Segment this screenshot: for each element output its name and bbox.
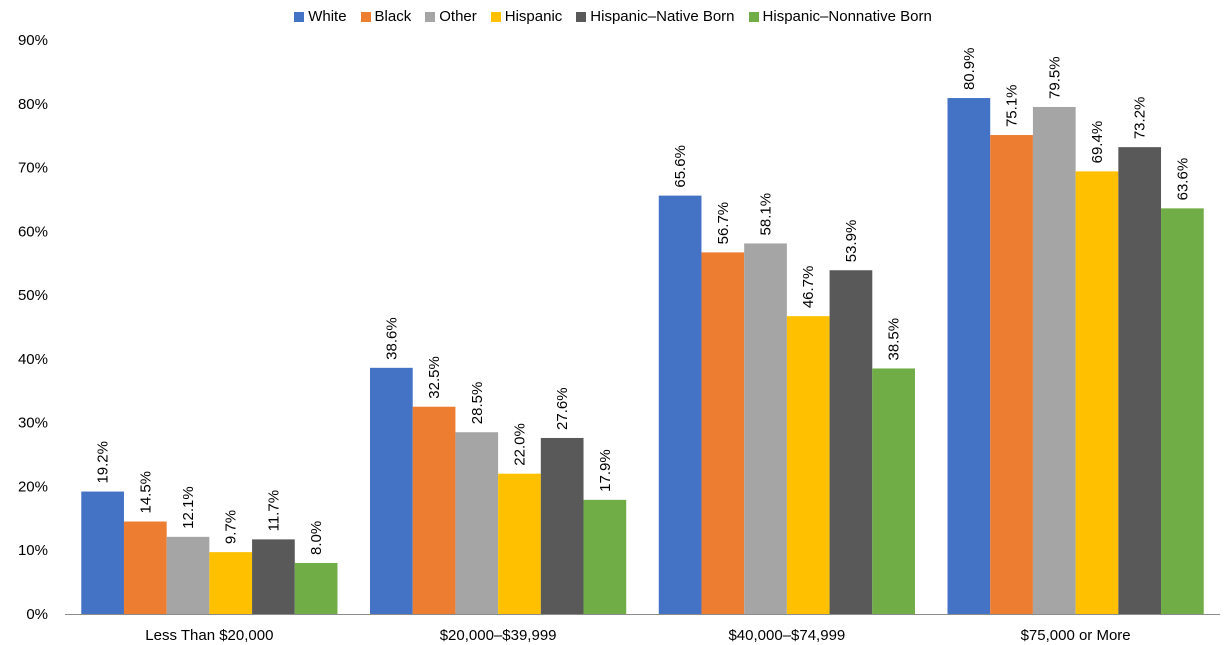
legend-item: Hispanic <box>490 8 563 25</box>
bar <box>744 243 787 614</box>
bar <box>947 98 991 615</box>
y-tick-label: 20% <box>18 478 48 495</box>
bar <box>1075 171 1119 614</box>
data-label: 27.6% <box>554 387 571 430</box>
data-label: 9.7% <box>223 510 240 544</box>
legend-label: Hispanic–Native Born <box>590 8 735 25</box>
bar <box>455 432 499 614</box>
data-label: 38.5% <box>886 318 903 361</box>
bar <box>498 473 541 614</box>
legend-swatch <box>294 11 305 22</box>
legend-swatch <box>748 11 759 22</box>
y-tick-label: 90% <box>18 32 48 49</box>
bar <box>829 270 873 614</box>
y-tick-label: 40% <box>18 351 48 368</box>
y-tick-label: 10% <box>18 542 48 559</box>
legend-label: Black <box>374 8 412 25</box>
y-tick-label: 70% <box>18 160 48 177</box>
legend: White Black Other Hispanic Hispanic–Native B… <box>0 8 1226 25</box>
legend-swatch <box>425 11 436 22</box>
legend-swatch <box>490 11 501 22</box>
y-tick-label: 30% <box>18 415 48 432</box>
data-label: 14.5% <box>137 471 154 514</box>
legend-label: Hispanic–Nonnative Born <box>762 8 932 25</box>
data-label: 79.5% <box>1046 56 1063 99</box>
bar <box>209 552 253 614</box>
data-label: 22.0% <box>511 423 528 466</box>
y-tick-label: 80% <box>18 96 48 113</box>
data-label: 58.1% <box>758 193 775 236</box>
legend-swatch <box>360 11 371 22</box>
legend-label: Hispanic <box>504 8 563 25</box>
bar <box>990 135 1033 614</box>
legend-item: White <box>294 8 347 25</box>
bar <box>123 521 167 614</box>
data-label: 53.9% <box>843 220 860 263</box>
data-label: 12.1% <box>180 486 197 529</box>
legend-item: Hispanic–Native Born <box>576 8 735 25</box>
legend-item: Black <box>360 8 412 25</box>
data-label: 46.7% <box>800 266 817 309</box>
data-label: 73.2% <box>1132 97 1149 140</box>
x-tick-label: $40,000–$74,999 <box>728 627 845 644</box>
data-label: 8.0% <box>308 521 325 555</box>
legend-item: Other <box>425 8 477 25</box>
data-label: 38.6% <box>383 317 400 360</box>
legend-swatch <box>576 11 587 22</box>
bar <box>1118 147 1162 614</box>
bar <box>252 539 295 614</box>
data-label: 19.2% <box>95 441 112 484</box>
data-label: 11.7% <box>265 490 282 531</box>
data-label: 63.6% <box>1174 158 1191 201</box>
data-label: 80.9% <box>961 47 978 90</box>
data-label: 65.6% <box>672 145 689 188</box>
x-tick-label: $75,000 or More <box>1021 627 1131 644</box>
data-label: 75.1% <box>1004 84 1021 127</box>
bar <box>370 367 413 614</box>
bar <box>166 536 210 614</box>
bar <box>786 316 830 614</box>
bar <box>583 499 627 614</box>
x-tick-label: Less Than $20,000 <box>145 627 273 644</box>
bar <box>701 252 745 614</box>
bar <box>81 491 124 614</box>
bar <box>872 368 915 614</box>
bar <box>294 562 338 614</box>
bar <box>412 406 456 614</box>
bar <box>658 195 702 614</box>
data-label: 17.9% <box>597 449 614 492</box>
legend-label: Other <box>439 8 477 25</box>
data-label: 56.7% <box>715 202 732 245</box>
data-label: 32.5% <box>426 356 443 399</box>
legend-label: White <box>308 8 347 25</box>
bar <box>1032 106 1076 614</box>
y-tick-label: 60% <box>18 223 48 240</box>
bar <box>1161 208 1204 614</box>
y-tick-label: 0% <box>26 606 48 623</box>
bar <box>540 437 584 614</box>
x-tick-label: $20,000–$39,999 <box>440 627 557 644</box>
data-label: 28.5% <box>469 382 486 425</box>
data-label: 69.4% <box>1089 121 1106 164</box>
y-tick-label: 50% <box>18 287 48 304</box>
legend-item: Hispanic–Nonnative Born <box>748 8 932 25</box>
